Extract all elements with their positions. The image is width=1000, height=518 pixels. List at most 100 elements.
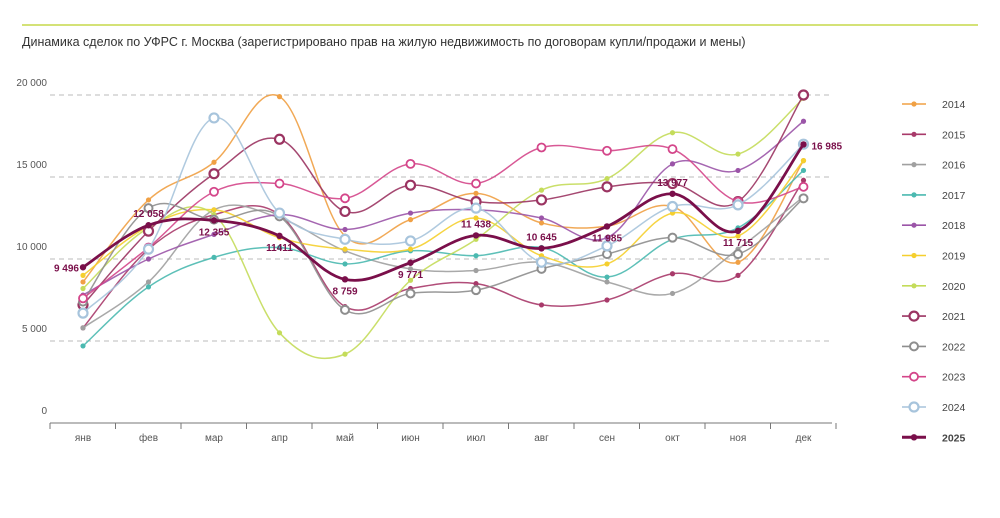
data-point [142,243,155,255]
data-label: 11 715 [723,238,753,249]
data-point [405,288,416,299]
data-point [798,193,809,204]
data-point [276,94,283,100]
data-point [342,246,348,252]
data-label: 11 438 [461,219,491,230]
data-point [800,141,807,148]
series-2023 [78,142,809,304]
data-label: 12 355 [199,227,230,238]
series-line-2020 [82,97,804,360]
series-2020 [80,95,807,360]
legend-item-2022: 2022 [902,341,966,353]
x-tick-label-янв: янв [75,433,91,444]
data-point [145,256,152,262]
data-point [472,232,480,239]
legend-swatch-marker [909,371,919,382]
data-point [80,285,86,292]
axes: 0 5 000 10 000 15 000 20 000 янв фев мар апр май и… [16,78,837,444]
data-point [798,181,809,192]
data-label: 9 771 [398,270,423,281]
data-point [209,186,219,197]
data-point [536,142,547,153]
data-point [404,179,417,191]
data-point [145,222,152,229]
data-point [80,325,86,331]
legend-swatch-marker [909,341,919,352]
legend-swatch-marker [908,310,920,322]
data-point [666,200,679,213]
data-point [341,276,349,283]
data-point [145,284,152,290]
legend-swatch-marker [911,101,917,107]
series-2015 [80,177,807,331]
data-point [735,167,741,174]
data-point [535,194,548,206]
data-point [342,261,348,267]
data-point [535,256,548,268]
data-label: 12 058 [133,209,164,220]
legend-item-2015: 2015 [902,129,966,141]
data-point [601,181,613,193]
legend-item-2023: 2023 [902,372,966,384]
series-line-2015 [82,179,805,329]
data-label: 10 645 [526,232,557,243]
y-tick-label: 15 000 [16,160,47,171]
data-point [79,264,87,271]
data-point [473,253,479,259]
data-point [471,285,481,296]
data-point [603,223,611,230]
legend-swatch-marker [911,222,917,228]
series-2014 [80,94,807,285]
data-point [208,112,220,124]
data-point [732,199,744,211]
legend-label: 2024 [942,402,966,414]
data-point [273,133,286,145]
data-point [800,118,807,124]
series-2025 [79,141,807,283]
series-2024 [77,112,810,319]
y-tick-label: 10 000 [16,242,47,253]
data-point [669,130,676,136]
series-2016 [80,194,807,331]
legend-label: 2023 [942,372,966,384]
legend-item-2018: 2018 [902,220,966,232]
data-point [667,144,678,155]
data-point [339,205,351,218]
data-point [797,89,810,101]
data-point [669,161,676,167]
legend-label: 2018 [942,220,966,232]
legend-item-2024: 2024 [902,401,966,414]
legend-swatch-marker [908,401,920,413]
y-tick-label: 20 000 [16,78,47,89]
data-point [602,145,612,156]
legend-label: 2019 [942,251,966,263]
data-point [211,159,217,165]
legend-item-2019: 2019 [902,251,966,263]
legend-label: 2014 [942,99,966,111]
data-point [273,207,286,219]
data-point [604,261,610,267]
legend: 2014 2015 2016 2017 2018 2019 2020 2021 2022 2023… [902,99,966,444]
series-lines [77,89,810,360]
data-point [735,259,741,265]
data-label: 9 496 [54,263,79,274]
data-point [669,271,676,277]
legend-label: 2015 [942,129,966,141]
legend-swatch-marker [911,192,917,198]
legend-label: 2022 [942,341,966,353]
legend-swatch-marker [910,434,918,441]
y-tick-label: 5 000 [22,324,47,335]
data-point [210,217,218,224]
data-point [800,167,807,174]
legend-item-2014: 2014 [902,99,966,111]
data-point [538,245,545,252]
series-line-2022 [82,197,804,315]
series-line-2019 [82,160,805,276]
data-point [211,231,217,237]
data-point [211,254,217,260]
data-point [666,177,679,190]
data-point [274,178,285,189]
data-point [538,187,545,193]
legend-item-2020: 2020 [902,281,966,293]
